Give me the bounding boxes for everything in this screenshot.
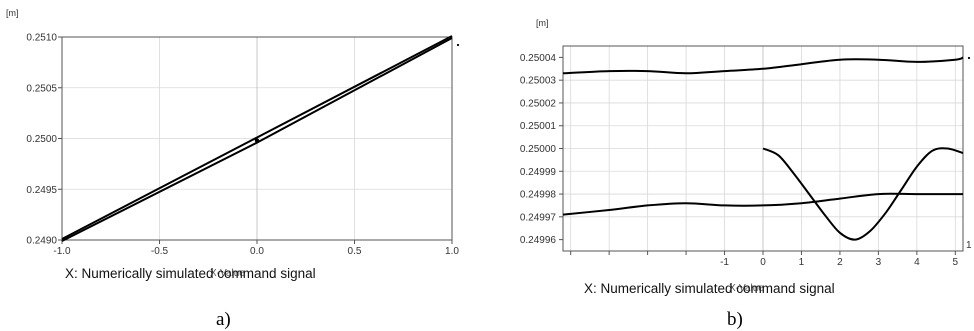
y-tick-label: 0.24999 [520,167,557,178]
right-marker-label: 1 [966,240,972,251]
x-tick-label: 4 [914,257,920,268]
y-tick-label: 0.2500 [26,134,57,145]
y-tick-label: 0.24998 [520,190,557,201]
series-line [762,147,964,241]
x-tick-label: 0.5 [348,246,362,257]
y-unit-label: [m] [536,18,549,28]
series-line [562,56,964,75]
series-line [61,35,453,240]
x-tick-label: 3 [876,257,882,268]
y-tick-label: 0.25003 [520,76,557,87]
y-tick-label: 0.2490 [26,236,57,247]
chart-a: 0.2490 0.2495 0.2500 0.2505 0.2510 -1.0 -0.5 0.… [6,8,459,330]
x-tick-label: -1 [720,257,729,268]
x-value-overlay-label: X-Value [210,268,245,279]
x-axis-title: X: Numerically simulated command signal [65,266,316,281]
y-tick-label: 0.24996 [520,235,557,246]
corner-dot [967,56,971,60]
data-point [254,138,260,143]
subfigure-caption: b) [727,309,743,330]
plot-frame [61,36,453,241]
x-axis-title: X: Numerically simulated command signal [584,281,835,296]
x-tick-label: 0 [760,257,766,268]
x-tick-label: -1.0 [53,246,71,257]
x-tick-label: 5 [953,257,959,268]
x-tick-label: 1 [799,257,805,268]
y-tick-label: 0.25001 [520,121,557,132]
x-tick-label: 0.0 [250,246,264,257]
series-line [562,192,963,216]
corner-dot [456,43,460,47]
y-tick-label: 0.2505 [26,83,57,94]
x-tick-label: 2 [837,257,843,268]
y-tick-label: 0.24997 [520,212,557,223]
plot-frame [562,45,964,252]
x-tick-label: -0.5 [151,246,169,257]
y-tick-label: 0.25000 [520,144,557,155]
x-value-overlay-label: X-Value [729,283,764,294]
chart-b: 0.24996 0.24997 0.24998 0.24999 0.25000 0.250… [520,18,972,330]
y-tick-label: 0.25004 [520,53,557,64]
y-tick-label: 0.2510 [26,33,57,44]
subfigure-caption: a) [216,309,231,330]
y-unit-label: [m] [6,8,19,18]
y-tick-label: 0.25002 [520,98,557,109]
x-tick-label: 1.0 [445,246,459,257]
y-tick-label: 0.2495 [26,185,57,196]
